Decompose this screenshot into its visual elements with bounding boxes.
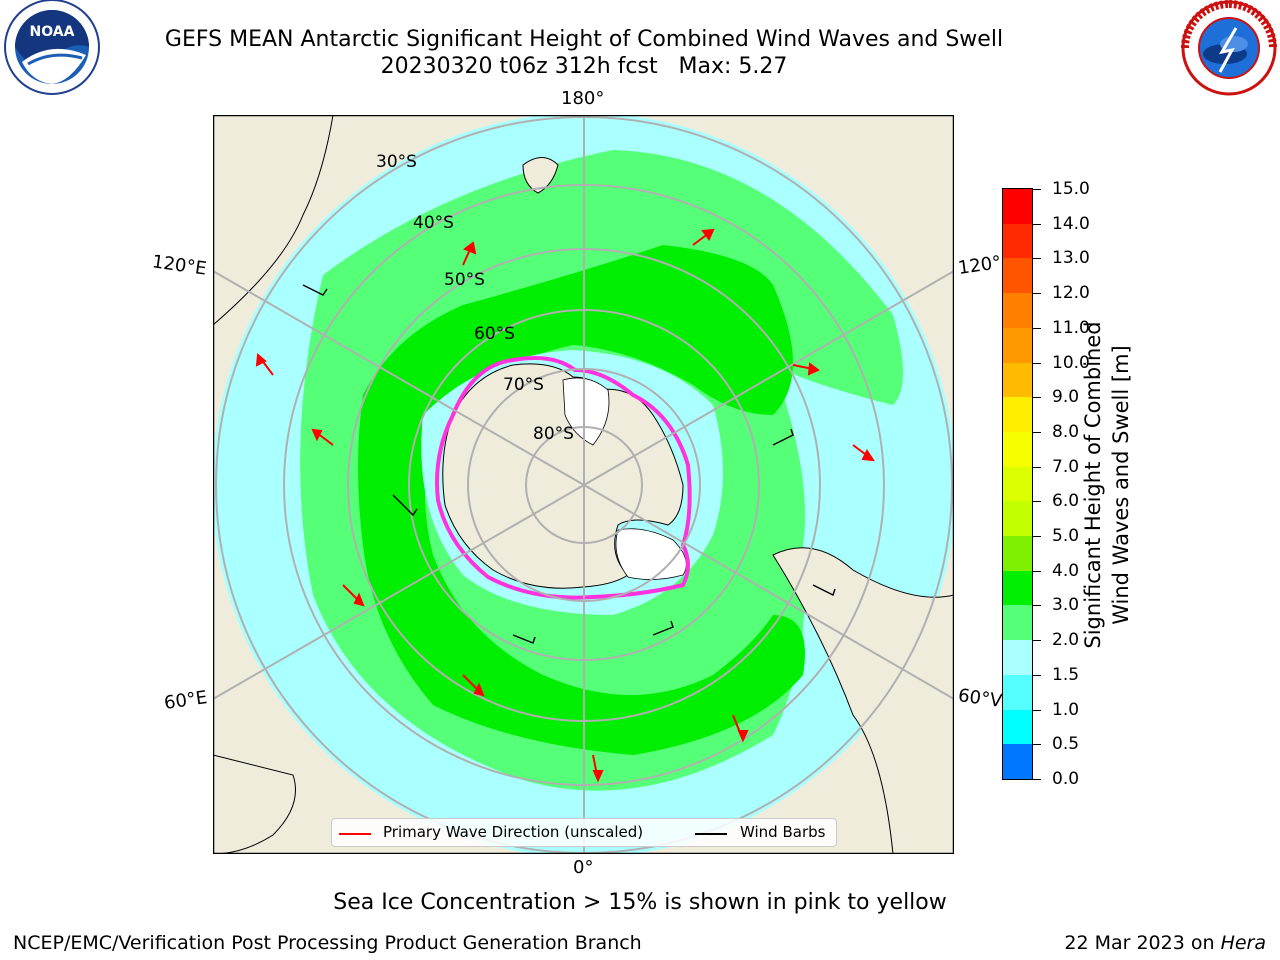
lat-label-80s: 80°S [533, 424, 574, 444]
colorbar-tick-label: 4.0 [1052, 560, 1080, 581]
colorbar-tick-mark [1033, 640, 1041, 642]
colorbar-tick-mark [1033, 501, 1041, 503]
footer-date: 22 Mar 2023 on Hera [1064, 932, 1266, 954]
svg-text:NOAA: NOAA [30, 24, 75, 40]
colorbar-segment [1003, 223, 1032, 259]
lon-label-120e: 120°E [150, 251, 208, 280]
colorbar-tick-label: 9.0 [1052, 387, 1080, 408]
colorbar-segment [1003, 258, 1032, 294]
colorbar-tick-mark [1033, 466, 1041, 468]
colorbar-segment [1003, 709, 1032, 745]
colorbar-tick-mark [1033, 293, 1041, 295]
colorbar-tick-mark [1033, 674, 1041, 676]
lon-label-60e: 60°E [162, 687, 209, 714]
noaa-logo-icon: NOAA [0, 0, 100, 100]
lat-label-50s: 50°S [444, 270, 485, 290]
colorbar-tick-mark [1033, 570, 1041, 572]
colorbar-segment [1003, 674, 1032, 711]
sea-ice-note: Sea Ice Concentration > 15% is shown in … [333, 890, 947, 915]
legend-primary-label: Primary Wave Direction (unscaled) [383, 823, 644, 841]
lat-label-40s: 40°S [413, 213, 454, 233]
colorbar-tick-mark [1033, 223, 1041, 225]
legend-primary-swatch [339, 833, 371, 835]
colorbar-tick-mark [1033, 362, 1041, 364]
footer-host: Hera [1220, 932, 1266, 954]
colorbar-tick-label: 1.5 [1052, 664, 1080, 685]
colorbar-title-line1: Significant Height of Combined [1081, 321, 1105, 649]
colorbar-tick-label: 0.5 [1052, 734, 1080, 755]
colorbar-tick-label: 0.0 [1052, 769, 1080, 789]
colorbar-tick-mark [1033, 431, 1041, 433]
lat-label-70s: 70°S [503, 375, 544, 395]
colorbar-segment [1003, 466, 1032, 502]
lat-label-60s: 60°S [474, 324, 515, 344]
map-legend: Primary Wave Direction (unscaled) Wind B… [331, 818, 837, 847]
colorbar-tick-mark [1033, 258, 1041, 260]
colorbar-segment [1003, 640, 1032, 676]
colorbar-segment [1003, 570, 1032, 606]
colorbar-tick-mark [1033, 536, 1041, 538]
colorbar-tick-mark [1033, 779, 1041, 780]
colorbar-title: Significant Height of Combined Wind Wave… [1079, 285, 1135, 685]
colorbar-segment [1003, 293, 1032, 329]
colorbar-segment [1003, 362, 1032, 398]
colorbar-segment [1003, 744, 1032, 780]
polar-map [213, 115, 954, 854]
colorbar-tick-mark [1033, 709, 1041, 711]
colorbar-tick-mark [1033, 605, 1041, 607]
lon-label-180: 180° [561, 88, 605, 109]
colorbar-tick-mark [1033, 397, 1041, 399]
colorbar-tick-label: 10.0 [1052, 352, 1090, 373]
lat-label-30s: 30°S [376, 152, 417, 172]
colorbar-segment [1003, 431, 1032, 468]
colorbar-tick-label: 15.0 [1052, 179, 1090, 199]
colorbar-segment [1003, 327, 1032, 364]
colorbar-segment [1003, 605, 1032, 641]
colorbar-tick-label: 13.0 [1052, 248, 1090, 269]
chart-subtitle: 20230320 t06z 312h fcst Max: 5.27 [380, 54, 788, 79]
footer-date-text: 22 Mar 2023 on [1064, 932, 1221, 954]
footer-credit: NCEP/EMC/Verification Post Processing Pr… [13, 932, 642, 954]
colorbar-tick-label: 7.0 [1052, 456, 1080, 477]
colorbar-tick-mark [1033, 189, 1041, 190]
colorbar [1002, 188, 1033, 780]
colorbar-tick-label: 3.0 [1052, 595, 1080, 616]
colorbar-segment [1003, 536, 1032, 572]
colorbar-tick-label: 2.0 [1052, 630, 1080, 651]
colorbar-tick-label: 5.0 [1052, 526, 1080, 547]
colorbar-segment [1003, 397, 1032, 433]
lon-label-120w: 120° [956, 252, 1003, 279]
colorbar-tick-label: 14.0 [1052, 213, 1090, 234]
colorbar-segment [1003, 189, 1032, 225]
colorbar-tick-label: 6.0 [1052, 491, 1080, 512]
chart-title: GEFS MEAN Antarctic Significant Height o… [164, 27, 1004, 52]
legend-barbs-label: Wind Barbs [740, 823, 826, 841]
colorbar-tick-label: 1.0 [1052, 699, 1080, 720]
colorbar-tick-mark [1033, 744, 1041, 746]
lon-label-60w: 60°V [956, 685, 1004, 712]
lon-label-0: 0° [573, 857, 594, 878]
legend-barbs-swatch [695, 833, 727, 835]
colorbar-tick-mark [1033, 327, 1041, 329]
colorbar-segment [1003, 501, 1032, 537]
colorbar-tick-label: 12.0 [1052, 283, 1090, 304]
colorbar-tick-label: 11.0 [1052, 317, 1090, 338]
colorbar-title-line2: Wind Waves and Swell [m] [1109, 345, 1133, 625]
colorbar-tick-label: 8.0 [1052, 421, 1080, 442]
nws-logo-icon [1178, 0, 1280, 100]
